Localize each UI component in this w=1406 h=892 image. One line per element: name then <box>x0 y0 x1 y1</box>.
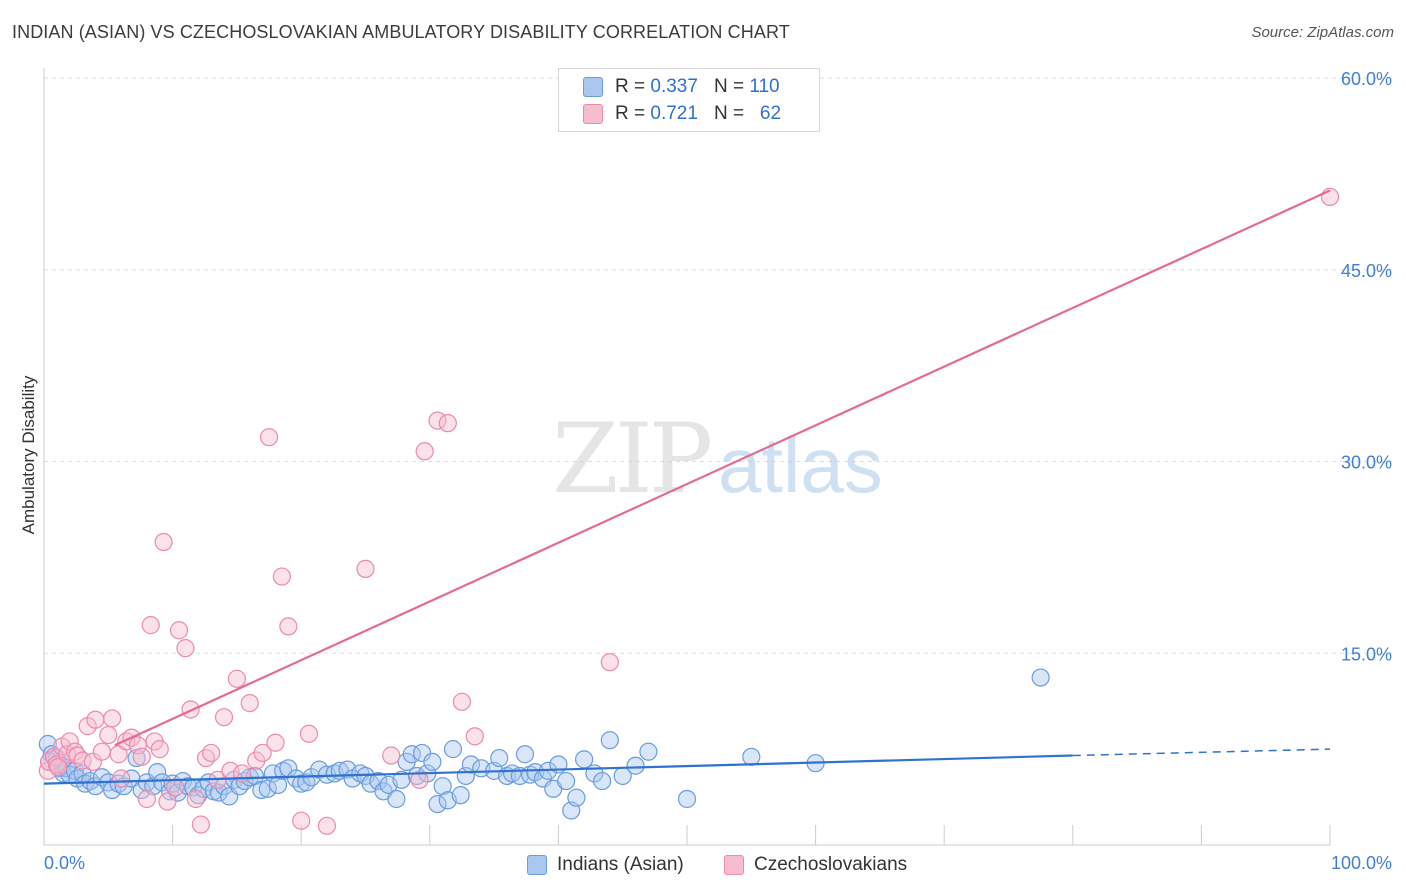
point-czechoslovakians <box>169 621 189 640</box>
point-czechoslovakians <box>186 789 205 809</box>
point-czechoslovakians <box>176 639 195 658</box>
point-czechoslovakians <box>410 770 429 789</box>
trendline-indians <box>43 754 1073 785</box>
point-czechoslovakians <box>382 746 401 765</box>
point-czechoslovakians <box>240 694 259 713</box>
point-indians <box>567 788 586 807</box>
x-tick-label-min: 0.0% <box>44 853 85 873</box>
pink-swatch-icon <box>583 104 603 124</box>
point-czechoslovakians <box>132 747 151 766</box>
point-czechoslovakians <box>202 743 221 763</box>
point-czechoslovakians <box>99 725 118 745</box>
point-indians <box>575 750 594 769</box>
blue-swatch-icon <box>527 855 547 875</box>
legend-r-value-indians: 0.337 <box>650 76 698 97</box>
point-indians <box>412 743 432 763</box>
y-tick-label: 15.0% <box>1341 644 1392 664</box>
y-tick-label: 45.0% <box>1341 261 1392 281</box>
legend-n-label: N = <box>713 76 745 97</box>
point-czechoslovakians <box>279 617 298 636</box>
point-czechoslovakians <box>292 811 311 830</box>
point-indians <box>557 771 576 791</box>
point-indians <box>428 794 447 814</box>
y-tick-label: 60.0% <box>1341 69 1392 89</box>
point-czechoslovakians <box>438 414 457 433</box>
point-czechoslovakians <box>112 769 131 788</box>
chart-title: INDIAN (ASIAN) VS CZECHOSLOVAKIAN AMBULA… <box>12 22 790 42</box>
point-indians <box>286 769 306 788</box>
source-label: Source: ZipAtlas.com <box>1251 24 1394 41</box>
bottom-legend-label-indians: Indians (Asian) <box>557 854 684 875</box>
watermark-zip: ZIP <box>552 403 711 515</box>
point-indians <box>490 748 509 768</box>
point-czechoslovakians <box>259 428 279 447</box>
point-czechoslovakians <box>600 653 619 672</box>
point-indians <box>451 786 470 805</box>
point-czechoslovakians <box>83 752 102 772</box>
point-czechoslovakians <box>272 567 292 586</box>
legend-row-czechoslovakians: R = 0.721 N = 62 <box>583 102 781 126</box>
point-indians <box>1031 668 1050 687</box>
point-indians <box>742 747 761 766</box>
point-czechoslovakians <box>92 742 111 761</box>
bottom-legend-label-czechoslovakians: Czechoslovakians <box>754 854 908 875</box>
trendline-extension-indians <box>1072 748 1331 757</box>
point-czechoslovakians <box>86 710 105 729</box>
point-czechoslovakians <box>49 757 68 777</box>
point-czechoslovakians <box>299 724 319 743</box>
point-czechoslovakians <box>465 727 484 746</box>
point-indians <box>443 740 463 759</box>
point-czechoslovakians <box>227 669 246 688</box>
legend-r-label: R = <box>615 103 646 124</box>
legend-n-value-czechoslovakians: 62 <box>759 103 782 124</box>
point-czechoslovakians <box>141 616 160 635</box>
legend-r-label: R = <box>615 76 646 97</box>
blue-swatch-icon <box>583 77 603 97</box>
point-indians <box>423 752 442 772</box>
bottom-legend-indians: Indians (Asian) <box>527 852 684 878</box>
point-indians <box>600 731 619 750</box>
point-czechoslovakians <box>150 740 169 759</box>
point-indians <box>677 789 697 809</box>
point-czechoslovakians <box>191 815 210 834</box>
y-tick-label: 30.0% <box>1341 453 1392 473</box>
point-czechoslovakians <box>158 792 177 811</box>
x-tick-label-max: 100.0% <box>1331 853 1392 873</box>
point-czechoslovakians <box>68 746 87 765</box>
point-czechoslovakians <box>196 748 216 768</box>
point-indians <box>252 780 271 800</box>
point-czechoslovakians <box>214 708 234 727</box>
point-indians <box>515 745 535 764</box>
point-czechoslovakians <box>103 709 122 728</box>
point-czechoslovakians <box>253 743 272 763</box>
point-czechoslovakians <box>166 778 185 797</box>
y-axis-title: Ambulatory Disability <box>19 375 38 534</box>
point-czechoslovakians <box>60 732 79 751</box>
point-indians <box>369 771 388 791</box>
correlation-legend: R = 0.337 N = 110 R = 0.721 N = 62 <box>558 68 820 132</box>
point-indians <box>639 742 658 761</box>
point-czechoslovakians <box>356 559 375 578</box>
point-indians <box>593 771 612 791</box>
legend-n-value-indians: 110 <box>749 76 780 97</box>
point-czechoslovakians <box>415 442 434 461</box>
point-czechoslovakians <box>137 789 156 809</box>
point-czechoslovakians <box>317 816 337 835</box>
trendline-czechoslovakians <box>114 189 1331 747</box>
pink-swatch-icon <box>724 855 744 875</box>
point-czechoslovakians <box>266 733 285 752</box>
point-indians <box>297 773 316 792</box>
legend-row-indians: R = 0.337 N = 110 <box>583 75 780 99</box>
point-czechoslovakians <box>154 532 173 552</box>
legend-r-value-czechoslovakians: 0.721 <box>650 103 698 124</box>
bottom-legend-czechoslovakians: Czechoslovakians <box>724 852 907 878</box>
point-indians <box>626 756 645 775</box>
watermark-atlas: atlas <box>718 421 883 509</box>
legend-n-label: N = <box>713 103 745 124</box>
point-czechoslovakians <box>452 692 472 711</box>
point-indians <box>387 789 406 809</box>
point-indians <box>433 777 452 796</box>
